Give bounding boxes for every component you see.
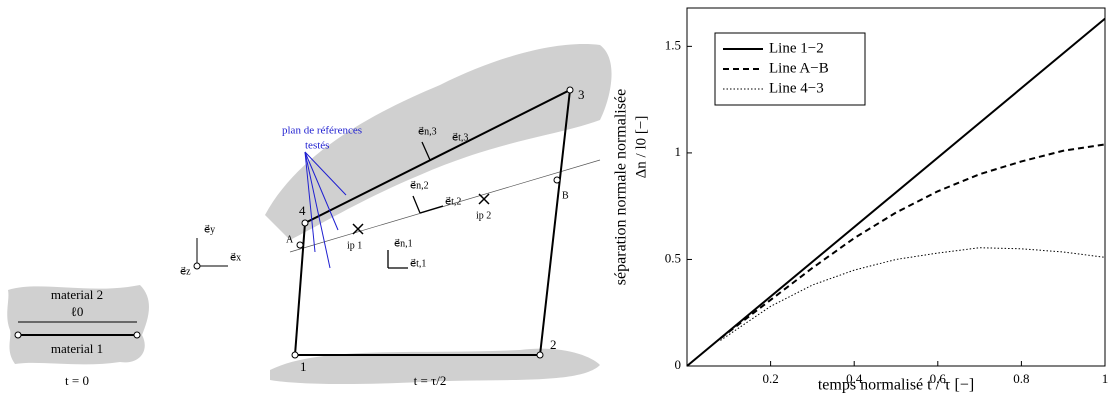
data-line (719, 143, 1106, 340)
basis (196, 238, 228, 267)
x-tick-label: 0.2 (762, 371, 778, 386)
reference-line (289, 159, 601, 253)
node (133, 331, 141, 339)
legend-label: Line 4−3 (769, 80, 824, 96)
label: ℓ0 (71, 304, 84, 319)
nodes (291, 86, 574, 359)
node-label: B (562, 190, 569, 201)
legend-label: Line 1−2 (769, 40, 824, 56)
material-blob (265, 44, 612, 241)
data-line (686, 17, 1106, 367)
annotation: testés (305, 140, 329, 152)
x-axis-label: temps normalisé t / τ [−] (818, 377, 974, 394)
ip-label: ip 2 (476, 210, 491, 221)
label: t = τ/2 (414, 373, 447, 388)
annotation: plan de références (282, 125, 362, 137)
label: e⃗z (180, 266, 191, 277)
origin (193, 262, 201, 270)
vector-label: e⃗n,3 (418, 126, 437, 137)
label: t = 0 (65, 373, 89, 388)
y-tick-label: 0.5 (665, 250, 681, 265)
node-label: 2 (550, 337, 557, 352)
vector-label: e⃗n,1 (394, 238, 413, 249)
node-label: 3 (578, 87, 585, 102)
material-blob (270, 348, 600, 385)
label: material 2 (51, 287, 103, 302)
x-tick-label: 0.4 (846, 371, 863, 386)
y-axis-label: séparation normale normalisée (613, 89, 630, 285)
ip-label: ip 1 (347, 240, 362, 251)
ip-markers (352, 193, 490, 235)
vector-label: e⃗t,3 (452, 132, 468, 143)
node-label: 1 (300, 359, 307, 374)
annotation-arrows (304, 151, 347, 269)
node-label: A (286, 234, 294, 245)
label: e⃗y (204, 224, 215, 235)
node (14, 331, 22, 339)
diagram: material 2 ℓ0 material 1 t = 0 e⃗y e⃗z e… (7, 44, 612, 388)
legend-box (714, 32, 866, 106)
label: material 1 (51, 341, 103, 356)
x-tick-label: 0.8 (1013, 371, 1029, 386)
x-tick-label: 1 (1102, 371, 1109, 386)
x-tick-label: 0.6 (930, 371, 947, 386)
vector-label: e⃗t,2 (445, 196, 461, 207)
y-tick-label: 1.5 (665, 37, 681, 52)
data-line (720, 247, 1106, 341)
chart: 0.2 0.4 0.6 0.8 1 0 0.5 1 1.5 temps normalisé t /… (613, 7, 1109, 394)
y-axis-label: Δn / l0 [−] (633, 116, 649, 179)
y-tick-label: 1 (675, 144, 682, 159)
legend-label: Line A−B (769, 60, 829, 76)
label: e⃗x (230, 252, 241, 263)
node-label: 4 (299, 203, 306, 218)
y-tick-label: 0 (675, 357, 682, 372)
material-blob (7, 285, 149, 365)
vector-label: e⃗n,2 (410, 180, 429, 191)
vectors (387, 141, 451, 269)
vector-label: e⃗t,1 (410, 258, 426, 269)
plot-frame (686, 7, 1106, 367)
